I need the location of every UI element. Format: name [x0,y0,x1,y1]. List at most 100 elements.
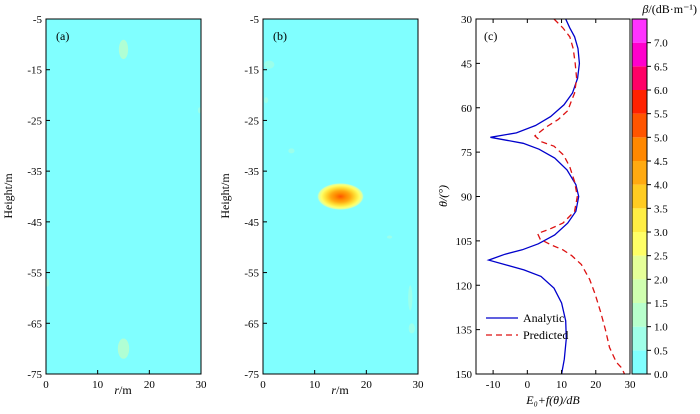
y-tick-label: 105 [456,236,473,248]
x-tick-label: 0 [43,379,49,391]
y-tick-label: -15 [27,65,42,77]
x-tick-label: 30 [625,379,637,391]
colorbar-swatch [632,90,647,114]
y-tick-label: -45 [244,217,259,229]
panel-c-xlabel: E₀+f(θ)/dB [525,393,580,407]
panel-a: 0 10 20 30 -5-15-25-35-45-55-65-75 (a) r/m … [1,14,207,397]
series-predicted-line [533,19,626,374]
y-tick-label: 90 [461,192,473,204]
panel-b-blob [288,148,295,154]
colorbar-ticks: 0.0 0.5 1.0 1.5 2.0 2.5 3.0 3.5 4.0 4.5 5.0 5.5 6.0 6… [647,38,668,381]
panel-b-ylabel: Height/m [218,173,232,219]
panel-b-y-ticks: -5 -15 -25 -35 -45 -55 -65 -75 [244,14,267,381]
colorbar-tick-label: 0.0 [654,369,668,381]
panel-a-xlabel: r/m [114,383,132,397]
colorbar-tick-label: 6.5 [654,61,668,73]
panel-b-blob [387,235,393,239]
colorbar-swatch [632,232,647,256]
y-tick-label: 60 [461,103,473,115]
colorbar-swatch [632,326,647,351]
colorbar-tick-label: 4.5 [654,156,668,168]
panel-c: -10 0 10 20 30 30 45 60 75 90 105 120 135 150 (c) E₀… [436,14,636,407]
x-tick-label: 20 [361,379,373,391]
y-tick-label: -5 [33,14,43,26]
panel-c-x-ticks: -10 0 10 20 30 [486,19,636,391]
legend-analytic-label: Analytic [523,311,564,325]
panel-a-y-ticks: -5 -15 -25 -35 -45 -55 -65 -75 [27,14,50,381]
colorbar-tick-label: 5.0 [654,132,668,144]
panel-b-blob [264,97,269,104]
panel-a-ylabel: Height/m [1,173,15,219]
colorbar-swatch [632,208,647,232]
x-tick-label: 20 [590,379,602,391]
panel-c-legend: Analytic Predicted [486,311,568,342]
colorbar-title: β/(dB·m⁻¹) [641,2,697,16]
series-analytic-line [486,19,581,374]
colorbar-tick-label: 2.0 [654,274,668,286]
panel-b-blob [264,60,275,69]
colorbar-swatch [632,303,647,327]
colorbar-swatch [632,279,647,303]
panel-b: 0 10 20 30 -5-15-25-35-45-55-65-75 (b) r/m … [218,14,424,397]
panel-b-frame [262,18,419,375]
y-tick-label: 120 [456,280,473,292]
y-tick-label: -15 [244,65,259,77]
panel-b-blob [408,323,415,334]
x-tick-label: 0 [260,379,266,391]
colorbar-swatch [632,184,647,209]
colorbar-tick-label: 4.0 [654,180,668,192]
y-tick-label: -65 [244,318,259,330]
colorbar-tick-label: 3.0 [654,227,668,239]
y-tick-label: -75 [244,369,259,381]
x-tick-label: 30 [413,379,425,391]
colorbar-frame [631,18,648,375]
y-tick-label: 150 [456,369,473,381]
x-tick-label: 10 [92,379,104,391]
colorbar-tick-label: 1.5 [654,298,668,310]
y-tick-label: 75 [461,147,473,159]
legend-predicted-label: Predicted [523,328,568,342]
colorbar-swatch [632,66,647,90]
panel-c-ylabel: θ/(°) [436,185,450,207]
panel-c-y-ticks: 30 45 60 75 90 105 120 135 150 [456,14,480,381]
y-tick-label: -35 [244,166,259,178]
colorbar-swatch [632,350,647,374]
panel-a-blob [197,107,201,114]
x-tick-label: 30 [196,379,208,391]
colorbar-swatch [632,19,647,43]
colorbar-tick-label: 7.0 [654,38,668,50]
panel-a-blob [46,278,50,287]
y-tick-label: -55 [244,268,259,280]
y-tick-label: -25 [27,115,42,127]
colorbar-swatches [632,19,647,374]
colorbar-tick-label: 5.5 [654,109,668,121]
colorbar-swatch [632,137,647,161]
y-tick-label: -65 [27,318,42,330]
panel-b-x-ticks: 0 10 20 30 [260,370,424,391]
colorbar-tick-label: 0.5 [654,345,668,357]
x-tick-label: 0 [525,379,531,391]
colorbar-tick-label: 2.5 [654,251,668,263]
panel-b-blob [408,285,413,311]
y-tick-label: 135 [456,325,473,337]
colorbar-tick-label: 6.0 [654,85,668,97]
panel-b-tag: (b) [273,29,287,43]
colorbar: 0.0 0.5 1.0 1.5 2.0 2.5 3.0 3.5 4.0 4.5 5.0 5.5 6.0 6… [631,2,697,381]
panel-b-xlabel: r/m [331,383,349,397]
y-tick-label: -35 [27,166,42,178]
panel-a-blob [117,338,130,359]
colorbar-swatch [632,113,647,138]
y-tick-label: -45 [27,217,42,229]
x-tick-label: 20 [144,379,156,391]
colorbar-tick-label: 3.5 [654,203,668,215]
panel-a-x-ticks: 0 10 20 30 [43,370,207,391]
panel-b-source-anomaly [316,182,365,211]
y-tick-label: -55 [27,268,42,280]
panel-a-blobs [46,39,201,359]
y-tick-label: 30 [461,14,473,26]
y-tick-label: 45 [461,58,473,70]
y-tick-label: -5 [250,14,260,26]
x-tick-label: 10 [309,379,321,391]
panel-c-plot-area [476,19,630,374]
